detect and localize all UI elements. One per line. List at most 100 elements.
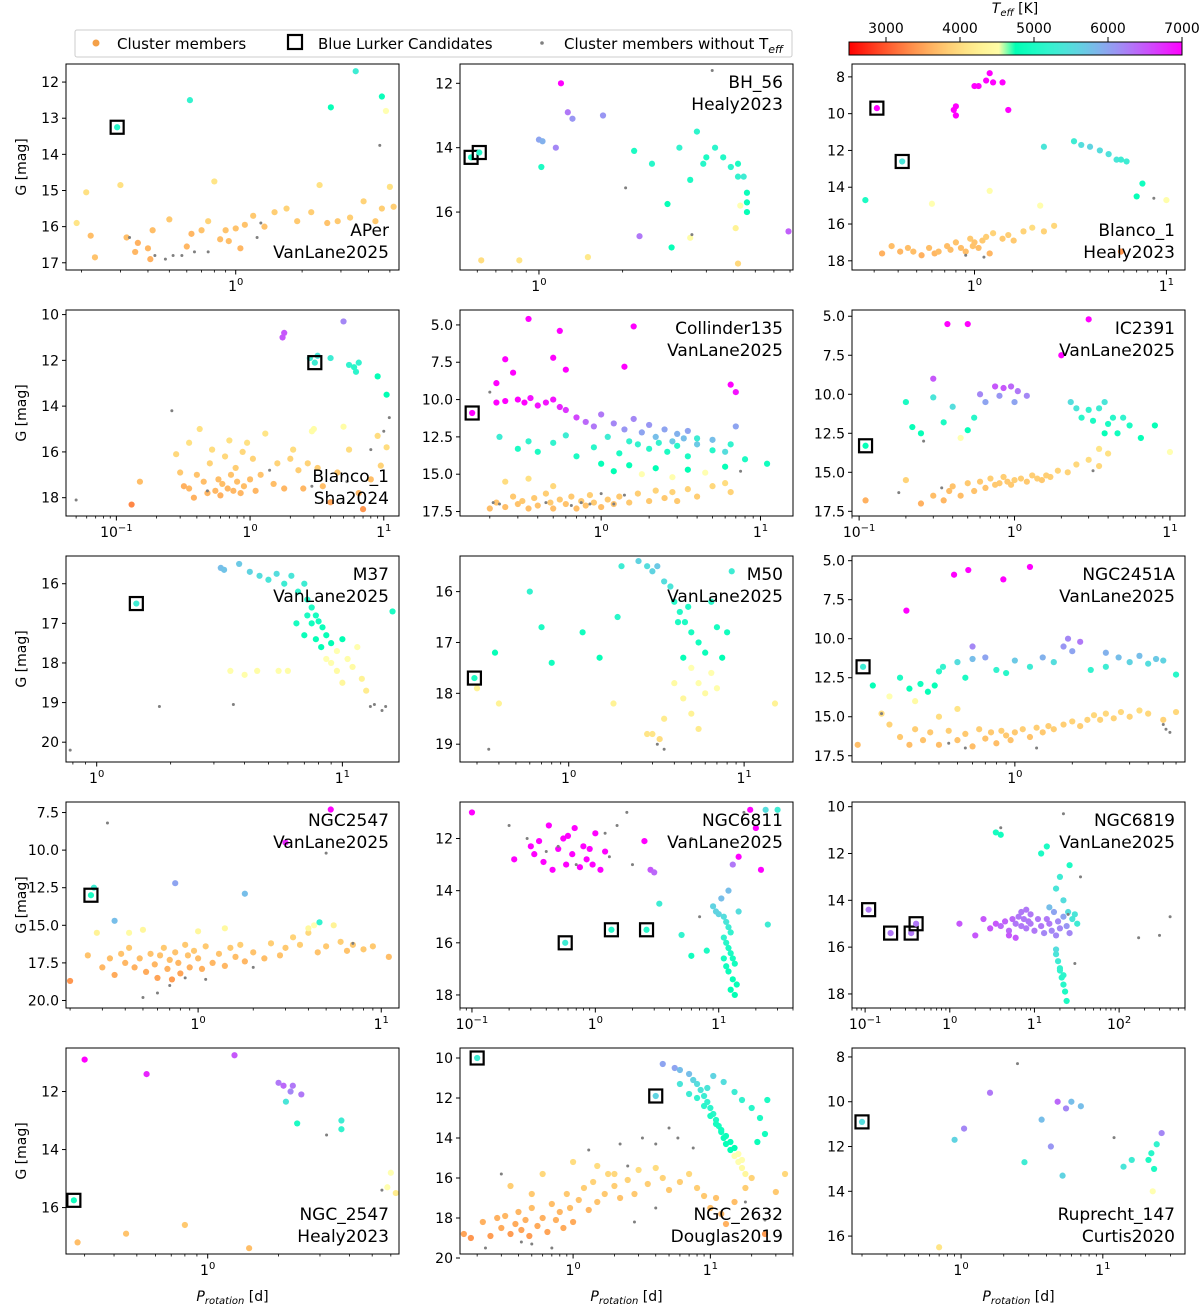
no-teff-point — [74, 498, 78, 502]
lurker-box — [855, 659, 871, 675]
member-point — [340, 318, 347, 325]
member-point — [99, 964, 106, 971]
no-teff-point — [382, 429, 386, 433]
data-layer — [463, 68, 792, 267]
member-point — [525, 475, 532, 482]
member-point — [1027, 920, 1034, 927]
member-point — [720, 913, 727, 920]
member-point — [1073, 461, 1080, 468]
member-point — [237, 490, 244, 497]
member-point — [904, 244, 912, 252]
member-point — [993, 740, 1000, 747]
member-point — [946, 487, 953, 495]
member-point — [693, 435, 701, 442]
member-point — [1110, 715, 1117, 722]
member-point — [902, 398, 909, 406]
member-point — [1050, 908, 1058, 916]
member-point — [737, 202, 744, 209]
member-point — [222, 227, 229, 234]
no-teff-point — [691, 1146, 695, 1150]
member-point — [1069, 648, 1076, 655]
member-point — [1023, 925, 1030, 932]
member-point — [186, 485, 193, 492]
member-point — [287, 455, 294, 462]
no-teff-point — [205, 489, 209, 493]
member-point — [954, 659, 961, 666]
y-tick-label: 8 — [836, 1050, 845, 1066]
member-point — [709, 903, 717, 910]
member-point — [1126, 659, 1133, 666]
no-teff-point — [170, 409, 174, 413]
colorbar-tick-label: 4000 — [942, 21, 978, 37]
y-tick-label: 14 — [41, 399, 59, 415]
member-point — [1126, 422, 1133, 429]
member-point — [256, 572, 263, 579]
axes-frame — [65, 63, 400, 271]
member-point — [372, 218, 379, 225]
no-teff-point — [68, 748, 72, 752]
member-point — [378, 205, 385, 212]
member-point — [731, 1198, 738, 1206]
y-tick-label: 12 — [827, 1140, 845, 1156]
panel-title-source: Curtis2020 — [1082, 1227, 1175, 1247]
member-point — [1069, 718, 1076, 725]
member-point — [684, 486, 691, 493]
no-teff-point — [630, 863, 634, 867]
no-teff-point — [626, 1164, 630, 1168]
panel-title-cluster: IC2391 — [1115, 319, 1175, 339]
member-point — [652, 487, 659, 494]
member-point — [132, 248, 139, 256]
member-point — [204, 490, 211, 497]
member-point — [279, 334, 286, 341]
member-point — [989, 230, 997, 237]
member-point — [316, 919, 323, 926]
member-point — [727, 441, 734, 448]
member-point — [563, 861, 570, 868]
member-point — [582, 418, 589, 426]
data-layer — [66, 806, 392, 999]
member-point — [956, 920, 963, 927]
member-point — [1120, 414, 1127, 421]
member-point — [314, 949, 321, 956]
member-point — [954, 705, 961, 713]
no-teff-point — [324, 851, 328, 855]
member-point — [681, 619, 689, 626]
member-point — [1003, 732, 1010, 739]
member-point — [473, 685, 481, 692]
member-point — [338, 1117, 345, 1124]
member-point — [1015, 913, 1022, 920]
member-point — [742, 1170, 749, 1178]
member-point — [614, 613, 621, 621]
member-point — [354, 644, 361, 651]
member-point — [1139, 180, 1146, 187]
member-point — [1019, 726, 1026, 733]
no-teff-point — [743, 1200, 747, 1204]
member-point — [556, 327, 563, 334]
member-point — [186, 964, 193, 971]
x-tick-label: 10 — [967, 277, 982, 295]
member-point — [304, 460, 311, 467]
y-tick-label: 16 — [41, 577, 59, 593]
lurker-box — [638, 922, 655, 938]
axes-frame — [459, 63, 794, 271]
member-point — [294, 588, 302, 595]
member-point — [236, 560, 243, 568]
lurker-box — [557, 935, 573, 951]
y-tick-label: 18 — [435, 988, 453, 1004]
member-point — [709, 436, 716, 443]
member-point — [1160, 716, 1167, 723]
y-tick-label: 12.5 — [814, 671, 845, 687]
y-tick-label: 15.0 — [814, 710, 845, 726]
y-axis-label: G [mag] — [14, 138, 30, 195]
no-teff-point — [180, 254, 184, 258]
no-teff-point — [251, 965, 255, 969]
member-point — [294, 218, 301, 225]
member-point — [282, 839, 289, 846]
no-teff-point — [387, 416, 391, 420]
lurker-box — [883, 925, 899, 941]
member-point — [560, 1224, 567, 1232]
member-point — [989, 79, 997, 86]
y-tick-label: 17.5 — [422, 505, 453, 521]
axes-frame — [851, 555, 1186, 763]
